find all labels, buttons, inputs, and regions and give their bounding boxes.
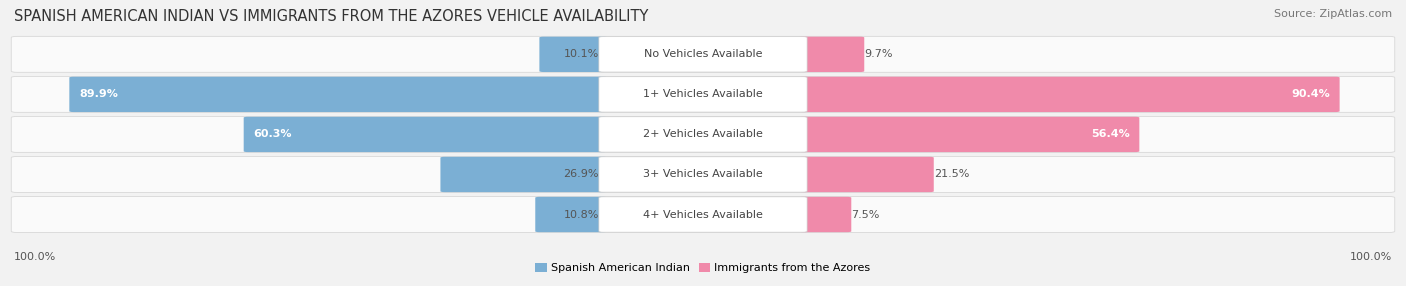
FancyBboxPatch shape xyxy=(11,196,1395,233)
FancyBboxPatch shape xyxy=(799,37,865,72)
FancyBboxPatch shape xyxy=(11,36,1395,72)
Text: 89.9%: 89.9% xyxy=(79,90,118,99)
Text: No Vehicles Available: No Vehicles Available xyxy=(644,49,762,59)
FancyBboxPatch shape xyxy=(599,117,807,152)
FancyBboxPatch shape xyxy=(540,37,607,72)
Text: 10.1%: 10.1% xyxy=(564,49,599,59)
FancyBboxPatch shape xyxy=(243,117,607,152)
FancyBboxPatch shape xyxy=(599,37,807,72)
Text: 4+ Vehicles Available: 4+ Vehicles Available xyxy=(643,210,763,219)
FancyBboxPatch shape xyxy=(11,76,1395,112)
Text: 90.4%: 90.4% xyxy=(1291,90,1330,99)
FancyBboxPatch shape xyxy=(799,157,934,192)
Text: 21.5%: 21.5% xyxy=(934,170,969,179)
FancyBboxPatch shape xyxy=(536,197,607,232)
Text: 60.3%: 60.3% xyxy=(253,130,292,139)
Text: 26.9%: 26.9% xyxy=(564,170,599,179)
FancyBboxPatch shape xyxy=(799,117,1139,152)
FancyBboxPatch shape xyxy=(11,116,1395,152)
FancyBboxPatch shape xyxy=(440,157,607,192)
Text: 56.4%: 56.4% xyxy=(1091,130,1129,139)
FancyBboxPatch shape xyxy=(799,77,1340,112)
FancyBboxPatch shape xyxy=(599,77,807,112)
Text: 1+ Vehicles Available: 1+ Vehicles Available xyxy=(643,90,763,99)
Text: 100.0%: 100.0% xyxy=(1350,253,1392,262)
Text: 2+ Vehicles Available: 2+ Vehicles Available xyxy=(643,130,763,139)
Legend: Spanish American Indian, Immigrants from the Azores: Spanish American Indian, Immigrants from… xyxy=(531,259,875,278)
Text: 10.8%: 10.8% xyxy=(564,210,599,219)
FancyBboxPatch shape xyxy=(599,197,807,232)
Text: 100.0%: 100.0% xyxy=(14,253,56,262)
Text: 3+ Vehicles Available: 3+ Vehicles Available xyxy=(643,170,763,179)
FancyBboxPatch shape xyxy=(11,156,1395,192)
Text: 7.5%: 7.5% xyxy=(851,210,880,219)
Text: SPANISH AMERICAN INDIAN VS IMMIGRANTS FROM THE AZORES VEHICLE AVAILABILITY: SPANISH AMERICAN INDIAN VS IMMIGRANTS FR… xyxy=(14,9,648,23)
Text: Source: ZipAtlas.com: Source: ZipAtlas.com xyxy=(1274,9,1392,19)
FancyBboxPatch shape xyxy=(599,157,807,192)
Text: 9.7%: 9.7% xyxy=(865,49,893,59)
FancyBboxPatch shape xyxy=(69,77,607,112)
FancyBboxPatch shape xyxy=(799,197,851,232)
